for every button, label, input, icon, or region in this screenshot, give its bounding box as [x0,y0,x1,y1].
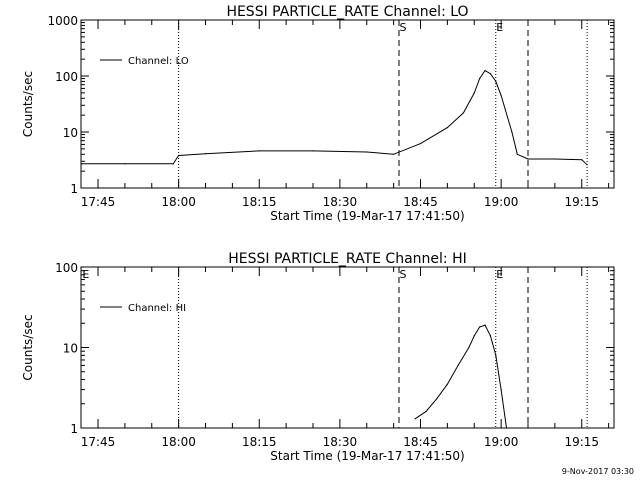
marker-label: S [400,268,407,281]
chart-title: HESSI PARTICLE_RATE Channel: LO [226,4,468,20]
x-tick-label: 18:15 [242,435,277,449]
data-point [462,112,465,114]
x-tick-label: 19:15 [564,435,599,449]
data-point [124,163,126,165]
marker-label: E [496,268,503,281]
y-tick-label: 10 [63,342,78,356]
data-point [457,364,459,366]
data-point [366,151,368,153]
data-point [479,77,481,80]
data-point [419,143,422,145]
data-point [489,335,491,337]
data-point [500,388,502,391]
series-line [81,69,588,166]
x-tick-label: 19:00 [484,195,519,209]
y-tick-label: 100 [55,70,78,84]
lo-channel-panel: HESSI PARTICLE_RATE Channel: LO 1 10 100 100… [21,4,615,223]
data-point [258,150,260,152]
hi-channel-panel: HESSI PARTICLE_RATE Channel: HI 1 10 100 17:… [21,251,615,463]
data-point [581,159,583,161]
x-axis-label: Start Time (19-Mar-17 17:41:50) [270,449,464,463]
data-point [446,126,448,129]
x-tick-label: 18:00 [161,435,196,449]
y-axis-label: Counts/sec [21,71,35,137]
data-point [484,69,486,72]
y-tick-label: 1 [70,182,78,196]
x-tick-label: 18:30 [323,435,358,449]
data-point [484,324,486,326]
plot-timestamp: 9-Nov-2017 03:30 [562,467,634,476]
data-point [81,163,83,165]
data-point [505,427,508,429]
data-point [495,354,497,356]
y-axis-label: Counts/sec [21,314,35,380]
data-point [172,163,174,165]
data-point [393,153,395,155]
marker-label: E [82,268,89,281]
y-tick-label: 100 [55,261,78,275]
data-point [468,346,470,349]
data-point [516,153,518,155]
marker-label: E [496,21,503,34]
data-point [425,410,427,413]
x-tick-label: 17:45 [81,435,116,449]
x-tick-label: 18:00 [161,195,196,209]
data-point [473,92,475,94]
chart-title: HESSI PARTICLE_RATE Channel: HI [228,251,466,267]
data-point [554,158,556,160]
data-point [178,154,180,157]
x-tick-label: 18:15 [242,195,277,209]
data-point [446,383,448,385]
y-tick-label: 1 [70,422,78,436]
data-point [586,164,588,166]
data-point [527,158,529,160]
marker-label: S [400,21,407,34]
plot-frame [80,19,615,189]
data-point [473,335,475,337]
data-point [511,131,513,133]
data-point [204,153,207,155]
data-point [479,326,481,328]
x-tick-label: 19:15 [564,195,599,209]
x-tick-label: 19:00 [484,435,519,449]
plot-frame [80,266,615,429]
data-point [436,398,438,400]
data-point [489,73,491,75]
data-point [500,94,502,97]
y-tick-label: 1000 [47,14,78,28]
x-tick-label: 18:45 [403,435,438,449]
legend-label: Channel: LO [128,56,189,67]
y-tick-label: 10 [63,126,78,140]
x-tick-label: 17:45 [81,195,116,209]
data-point [312,150,314,152]
x-tick-label: 18:45 [403,195,438,209]
x-axis-label: Start Time (19-Mar-17 17:41:50) [270,209,464,223]
legend-label: Channel: HI [128,303,186,314]
series-line [414,324,507,429]
x-tick-label: 18:30 [323,195,358,209]
data-point [414,418,416,420]
data-point [495,80,497,83]
